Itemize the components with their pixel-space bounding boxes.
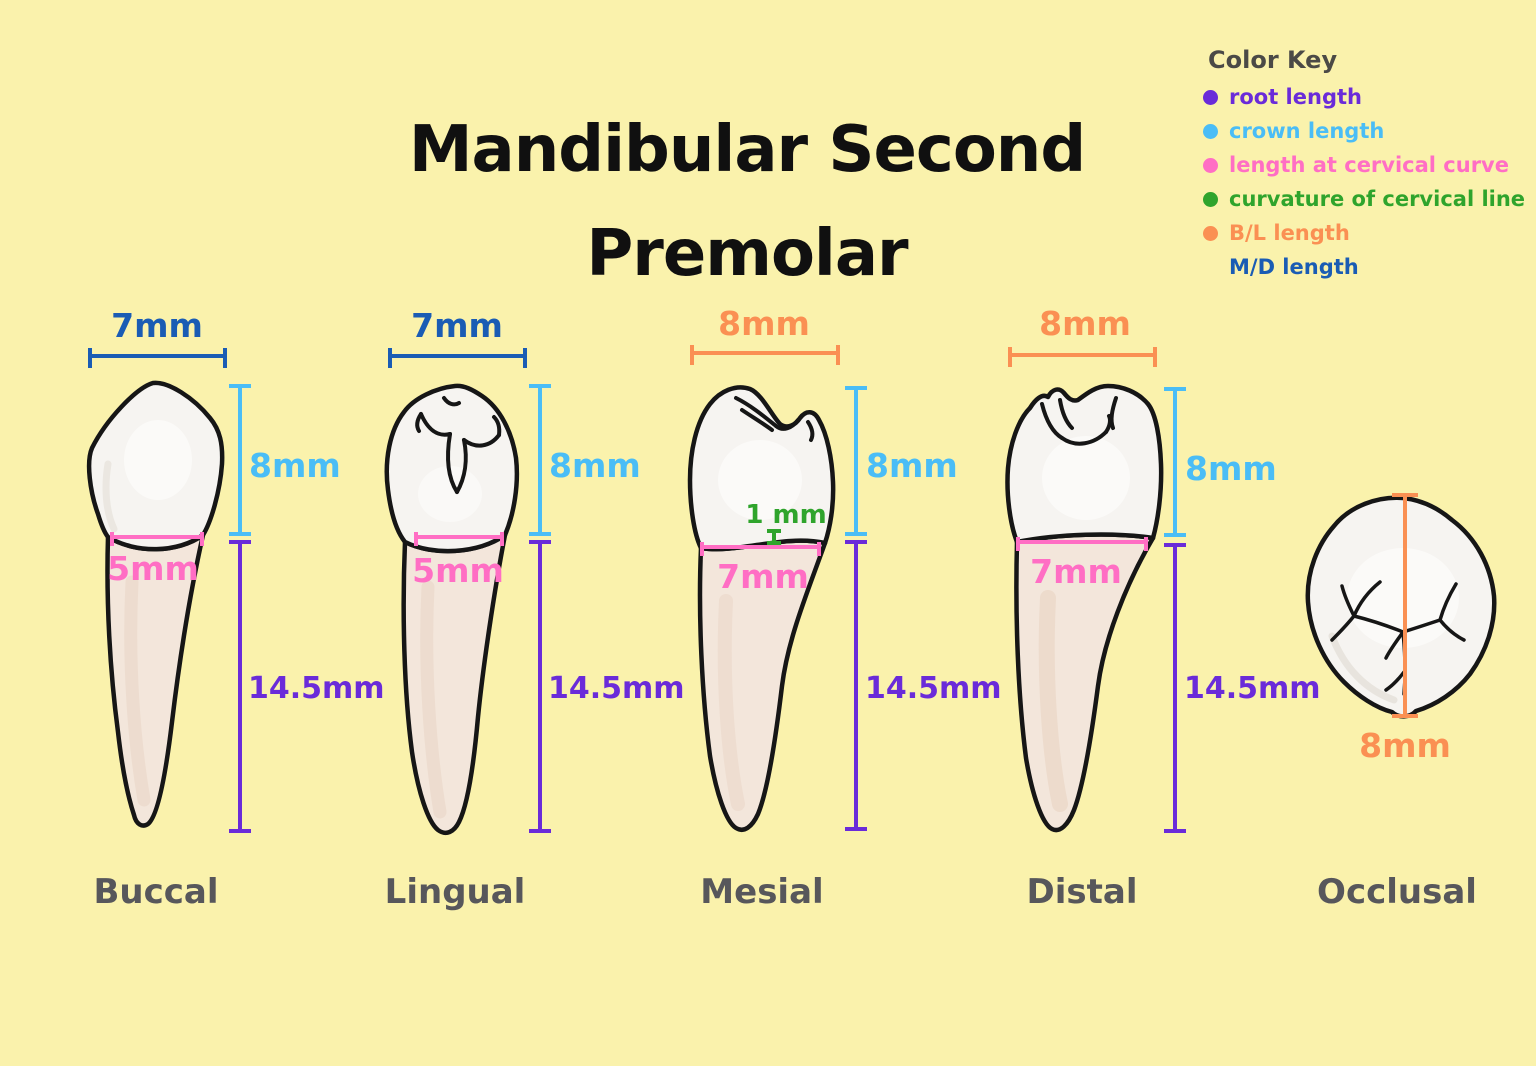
- buccal-crown-length-label: 8mm: [249, 446, 341, 485]
- pink-dot-icon: [1203, 157, 1218, 173]
- distal-crown-length-line: [1164, 387, 1186, 537]
- distal-tooth-illustration: [1005, 383, 1164, 833]
- distal-root-length-label: 14.5mm: [1184, 671, 1321, 706]
- color-key-item-cervical-line: curvature of cervical line: [1203, 182, 1525, 216]
- color-key-item-md-length: M/D length: [1203, 250, 1525, 284]
- green-dot-icon: [1203, 191, 1218, 207]
- color-key-label: root length: [1229, 85, 1362, 109]
- lingual-crown-length-line: [529, 384, 551, 536]
- color-key-label: M/D length: [1229, 255, 1359, 279]
- buccal-crown-length-line: [229, 384, 251, 536]
- color-key-item-root-length: root length: [1203, 80, 1525, 114]
- color-key-label: crown length: [1229, 119, 1385, 143]
- mesial-tooth-illustration: [687, 385, 836, 832]
- mesial-root-length-label: 14.5mm: [865, 671, 1002, 706]
- view-label-lingual: Lingual: [384, 872, 526, 912]
- color-key-item-bl-length: B/L length: [1203, 216, 1525, 250]
- title-line-2: Premolar: [586, 216, 908, 291]
- distal-bl-length-bracket: [1008, 347, 1157, 367]
- buccal-root-length-label: 14.5mm: [248, 671, 385, 706]
- buccal-cervical-curve-bracket: [110, 532, 204, 546]
- lingual-tooth-illustration: [384, 383, 520, 835]
- view-label-distal: Distal: [1026, 872, 1138, 912]
- mesial-cervical-curve-label: 7mm: [717, 557, 809, 596]
- lingual-root-length-line: [529, 540, 551, 833]
- mesial-cervical-curve-bracket: [700, 542, 821, 556]
- color-key: Color Key root length crown length lengt…: [1203, 46, 1525, 284]
- color-key-label: curvature of cervical line: [1229, 187, 1526, 211]
- mesial-bl-length-bracket: [690, 345, 840, 365]
- distal-root-length-line: [1164, 543, 1186, 833]
- purple-dot-icon: [1203, 89, 1218, 105]
- mesial-cervical-curvature-line: [767, 529, 781, 545]
- buccal-root-length-line: [229, 540, 251, 833]
- orange-dot-icon: [1203, 225, 1218, 241]
- lingual-root-length-label: 14.5mm: [548, 671, 685, 706]
- mesial-crown-length-line: [845, 386, 867, 536]
- lingual-crown-length-label: 8mm: [549, 446, 641, 485]
- buccal-cervical-curve-label: 5mm: [107, 549, 199, 588]
- distal-cervical-curve-bracket: [1016, 537, 1148, 551]
- buccal-md-length-bracket: [88, 348, 227, 368]
- lingual-md-length-bracket: [388, 348, 527, 368]
- blue-dot-icon: [1203, 123, 1218, 139]
- lingual-cervical-curve-bracket: [414, 532, 504, 546]
- title-line-1: Mandibular Second: [408, 112, 1086, 187]
- mesial-cervical-curvature-label: 1 mm: [745, 500, 827, 530]
- color-key-item-crown-length: crown length: [1203, 114, 1525, 148]
- color-key-label: B/L length: [1229, 221, 1350, 245]
- buccal-tooth-illustration: [86, 380, 225, 828]
- color-key-item-cervical-curve: length at cervical curve: [1203, 148, 1525, 182]
- page-title: Mandibular Second Premolar: [408, 98, 1086, 306]
- lingual-cervical-curve-label: 5mm: [412, 551, 504, 590]
- occlusal-tooth-illustration: [1305, 495, 1497, 719]
- occlusal-bl-length-line: [1392, 493, 1418, 718]
- buccal-md-length-label: 7mm: [111, 306, 203, 345]
- view-label-mesial: Mesial: [700, 872, 824, 912]
- view-label-buccal: Buccal: [93, 872, 219, 912]
- distal-crown-length-label: 8mm: [1185, 449, 1277, 488]
- mesial-root-length-line: [845, 540, 867, 831]
- occlusal-bl-length-label: 8mm: [1359, 726, 1451, 765]
- distal-cervical-curve-label: 7mm: [1030, 552, 1122, 591]
- color-key-label: length at cervical curve: [1229, 153, 1509, 177]
- color-key-heading: Color Key: [1208, 46, 1338, 74]
- mesial-bl-length-label: 8mm: [718, 304, 810, 343]
- mesial-crown-length-label: 8mm: [866, 446, 958, 485]
- view-label-occlusal: Occlusal: [1317, 872, 1477, 912]
- distal-bl-length-label: 8mm: [1039, 304, 1131, 343]
- lingual-md-length-label: 7mm: [411, 306, 503, 345]
